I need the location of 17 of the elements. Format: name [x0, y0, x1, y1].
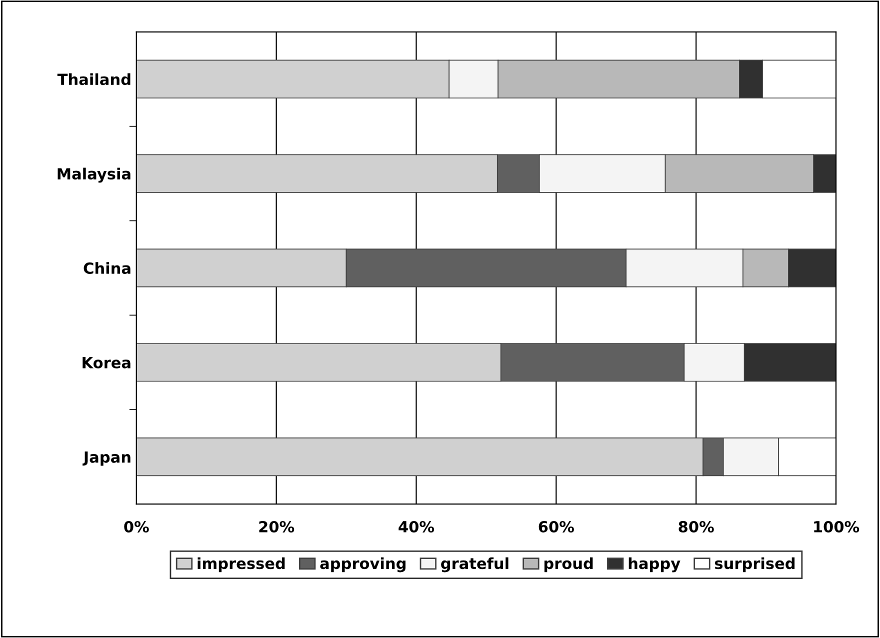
y-tick-label: Malaysia — [58, 168, 130, 183]
legend-label: grateful — [441, 557, 508, 572]
y-tick-label: Japan — [82, 451, 130, 466]
x-tick-label: 20% — [259, 520, 294, 533]
x-tick-label: 40% — [398, 520, 434, 533]
legend-label: impressed — [198, 557, 285, 572]
y-tick-label: Korea — [82, 357, 130, 368]
legend-label: happy — [628, 557, 680, 572]
y-tick-label: Thailand — [57, 73, 130, 86]
x-tick-label: 60% — [538, 520, 574, 533]
legend-label: proud — [544, 557, 593, 572]
x-tick-label: 100% — [814, 520, 860, 533]
x-tick-label: 0% — [124, 520, 149, 533]
legend-label: surprised — [714, 557, 795, 572]
legend-label: approving — [320, 557, 406, 572]
y-tick-label: China — [84, 262, 130, 274]
x-tick-label: 80% — [678, 520, 714, 533]
